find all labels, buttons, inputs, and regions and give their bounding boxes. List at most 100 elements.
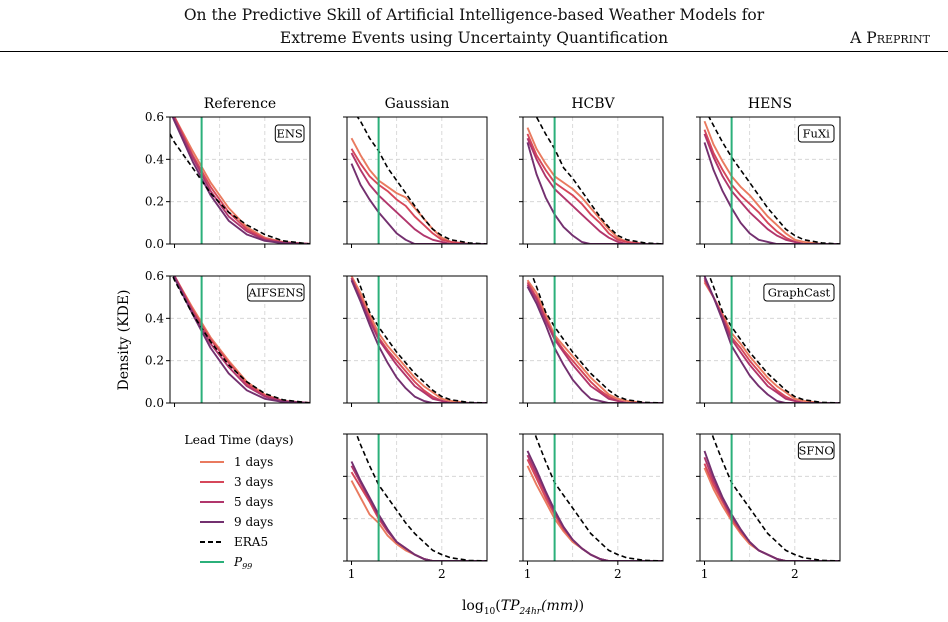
series-line-3-days bbox=[350, 277, 487, 403]
x-axis-label-text: TP bbox=[501, 598, 520, 614]
x-tick-label: 1 bbox=[524, 567, 532, 581]
series-group bbox=[526, 117, 663, 244]
model-label-graphcast: GraphCast bbox=[768, 286, 831, 300]
legend-label-sub: 99 bbox=[242, 562, 252, 571]
series-line-1-days bbox=[703, 120, 840, 244]
x-axis-label-sub: 24hr bbox=[519, 607, 542, 617]
panel-frame bbox=[522, 275, 664, 404]
series-line-1-days bbox=[350, 137, 487, 244]
series-line-era5 bbox=[356, 117, 487, 244]
x-axis-label-sub: 10 bbox=[484, 607, 496, 617]
x-axis-label-text: ( bbox=[495, 598, 500, 614]
y-tick-label: 0.6 bbox=[145, 269, 164, 283]
panel-r2-c3: 1 2 SFNO bbox=[696, 433, 841, 581]
series-line-9-days bbox=[526, 450, 663, 561]
series-line-era5 bbox=[355, 276, 487, 403]
preprint-label: A Preprint bbox=[850, 29, 930, 47]
panel-frame bbox=[522, 433, 664, 562]
panel-frame bbox=[346, 116, 488, 245]
series-line-era5 bbox=[534, 434, 663, 561]
series-line-1-days bbox=[703, 467, 840, 561]
panel-frame bbox=[699, 433, 841, 562]
model-label-box bbox=[247, 283, 305, 302]
series-line-era5 bbox=[355, 434, 487, 561]
series-line-9-days bbox=[703, 450, 840, 561]
y-tick-label: 0.0 bbox=[145, 237, 164, 251]
series-line-era5 bbox=[708, 276, 840, 403]
series-line-9-days bbox=[350, 279, 487, 403]
paper-title-line-1: On the Predictive Skill of Artificial In… bbox=[183, 6, 765, 24]
model-label-aifsens: AIFSENS bbox=[247, 286, 303, 300]
y-tick-label: 0.6 bbox=[145, 110, 164, 124]
series-line-era5 bbox=[711, 434, 840, 561]
panel-frame bbox=[169, 116, 311, 245]
series-line-9-days bbox=[526, 286, 663, 403]
series-line-era5 bbox=[531, 276, 663, 403]
series-line-9-days bbox=[171, 117, 310, 244]
model-label-box bbox=[274, 124, 305, 143]
column-title-hens: HENS bbox=[748, 96, 792, 112]
series-line-era5 bbox=[535, 117, 663, 244]
panel-frame bbox=[699, 275, 841, 404]
legend-label: 9 days bbox=[234, 515, 273, 529]
model-label-sfno: SFNO bbox=[799, 444, 834, 458]
x-axis-label: log10(TP24hr(mm)) bbox=[462, 598, 584, 617]
series-line-9-days bbox=[703, 142, 840, 244]
series-line-5-days bbox=[526, 454, 663, 561]
series-group bbox=[526, 434, 663, 561]
series-group bbox=[526, 276, 663, 403]
panel-r1-c0: 0.0 0.2 0.4 0.6 AIFSENS bbox=[145, 269, 311, 410]
series-group bbox=[350, 117, 487, 244]
y-tick-label: 0.0 bbox=[145, 396, 164, 410]
series-line-3-days bbox=[526, 458, 663, 561]
legend-label: 5 days bbox=[234, 495, 273, 509]
series-line-9-days bbox=[703, 276, 840, 403]
model-label-fuxi: FuXi bbox=[803, 127, 831, 141]
model-label-box bbox=[763, 283, 835, 302]
series-line-5-days bbox=[350, 277, 487, 403]
x-tick-label: 2 bbox=[438, 567, 446, 581]
legend-label: 1 days bbox=[234, 455, 273, 469]
series-group bbox=[171, 276, 310, 403]
series-line-1-days bbox=[526, 279, 663, 403]
series-line-1-days bbox=[526, 465, 663, 561]
series-line-1-days bbox=[350, 480, 487, 561]
series-group bbox=[350, 276, 487, 403]
series-line-1-days bbox=[350, 276, 487, 403]
series-line-era5 bbox=[170, 133, 310, 244]
legend: Lead Time (days) 1 days 3 days 5 days 9 days… bbox=[184, 432, 293, 571]
series-line-9-days bbox=[172, 276, 310, 403]
y-tick-label: 0.2 bbox=[145, 195, 164, 209]
series-line-3-days bbox=[350, 148, 487, 244]
y-tick-label: 0.2 bbox=[145, 354, 164, 368]
panel-frame bbox=[346, 433, 488, 562]
x-tick-label: 1 bbox=[701, 567, 709, 581]
model-label-ens: ENS bbox=[276, 127, 302, 141]
legend-title: Lead Time (days) bbox=[184, 432, 293, 447]
panel-frame bbox=[346, 275, 488, 404]
series-group bbox=[350, 434, 487, 561]
y-tick-label: 0.4 bbox=[145, 311, 164, 325]
series-line-era5 bbox=[171, 276, 310, 403]
panel-r0-c3: FuXi bbox=[696, 116, 841, 248]
y-tick-label: 0.4 bbox=[145, 152, 164, 166]
panel-frame bbox=[699, 116, 841, 245]
series-line-era5 bbox=[708, 117, 840, 244]
series-line-3-days bbox=[703, 463, 840, 561]
panel-r0-c1 bbox=[343, 116, 488, 248]
panel-r1-c1 bbox=[343, 275, 488, 407]
series-line-9-days bbox=[350, 163, 487, 244]
panel-frame bbox=[522, 116, 664, 245]
series-line-1-days bbox=[703, 281, 840, 403]
column-title-hcbv: HCBV bbox=[571, 96, 615, 112]
series-line-9-days bbox=[526, 142, 663, 244]
panel-r0-c2 bbox=[519, 116, 664, 248]
series-line-3-days bbox=[526, 281, 663, 403]
paper-title-line-2: Extreme Events using Uncertainty Quantif… bbox=[279, 29, 669, 47]
x-tick-label: 2 bbox=[614, 567, 622, 581]
page-header: On the Predictive Skill of Artificial In… bbox=[0, 0, 948, 52]
x-axis-label-text: ) bbox=[579, 598, 584, 614]
series-group bbox=[170, 117, 310, 244]
